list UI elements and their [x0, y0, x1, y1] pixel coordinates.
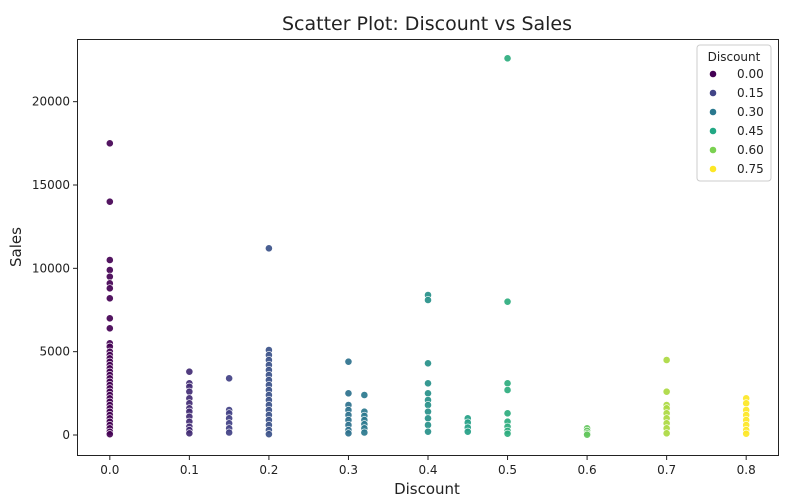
legend-marker — [709, 127, 717, 135]
chart-title: Scatter Plot: Discount vs Sales — [282, 13, 572, 35]
legend-label: 0.00 — [737, 67, 764, 81]
scatter-point — [424, 421, 432, 429]
x-axis: 0.0 0.1 0.2 0.3 0.4 0.5 0.6 0.7 0.8 — [100, 455, 756, 477]
scatter-point — [503, 409, 512, 418]
scatter-point — [105, 197, 114, 206]
scatter-point — [344, 389, 353, 398]
legend-label: 0.75 — [737, 162, 764, 176]
scatter-point — [503, 297, 512, 306]
scatter-point — [662, 429, 671, 438]
scatter-point — [344, 429, 353, 438]
scatter-point — [424, 379, 432, 388]
x-tick-label: 0.5 — [498, 463, 517, 477]
scatter-point — [105, 284, 114, 293]
legend-label: 0.30 — [737, 105, 764, 119]
x-tick-label: 0.4 — [418, 463, 437, 477]
x-tick-label: 0.0 — [100, 463, 119, 477]
scatter-point — [742, 399, 751, 408]
legend-marker — [709, 146, 717, 154]
scatter-point — [424, 389, 432, 398]
legend-entries: 0.00 0.15 0.30 0.45 0.60 0.75 — [709, 67, 764, 176]
legend-marker — [709, 108, 717, 116]
x-tick-label: 0.1 — [180, 463, 199, 477]
x-tick-label: 0.7 — [657, 463, 676, 477]
x-axis-label: Discount — [394, 480, 460, 498]
scatter-point — [424, 296, 432, 304]
scatter-point — [503, 429, 512, 438]
scatter-point — [105, 256, 114, 264]
x-tick-label: 0.6 — [578, 463, 597, 477]
scatter-point — [424, 401, 432, 409]
scatter-point — [105, 266, 114, 274]
scatter-point — [503, 379, 512, 388]
scatter-point — [662, 387, 671, 396]
y-tick-label: 0 — [62, 428, 70, 442]
scatter-point — [105, 294, 114, 303]
scatter-point — [265, 430, 273, 439]
y-axis-label: Sales — [7, 227, 25, 267]
scatter-point — [360, 428, 369, 437]
scatter-point — [105, 139, 114, 148]
scatter-point — [344, 357, 353, 366]
legend-marker — [709, 89, 717, 97]
legend-box — [696, 44, 772, 182]
y-tick-label: 10000 — [32, 261, 70, 275]
scatter-point — [360, 391, 369, 399]
y-axis: 0 5000 10000 15000 20000 — [32, 95, 78, 442]
scatter-point — [225, 374, 234, 383]
legend-label: 0.15 — [737, 86, 764, 100]
legend-marker — [709, 165, 717, 173]
data-points — [105, 54, 751, 439]
legend: Discount 0.00 0.15 0.30 0.45 0.60 0.75 — [696, 44, 772, 182]
scatter-point — [503, 54, 512, 63]
legend-title: Discount — [708, 50, 761, 64]
scatter-point — [424, 427, 432, 436]
scatter-point — [265, 244, 273, 253]
x-tick-label: 0.8 — [737, 463, 756, 477]
scatter-point — [424, 407, 432, 416]
legend-label: 0.45 — [737, 124, 764, 138]
scatter-point — [105, 272, 114, 281]
scatter-point — [424, 359, 432, 368]
scatter-point — [424, 414, 432, 423]
y-tick-label: 15000 — [32, 178, 70, 192]
x-tick-label: 0.3 — [339, 463, 358, 477]
scatter-point — [185, 387, 194, 396]
legend-label: 0.60 — [737, 143, 764, 157]
scatter-point — [503, 386, 512, 394]
scatter-point — [583, 430, 591, 439]
scatter-point — [185, 367, 194, 376]
scatter-point — [662, 356, 671, 364]
scatter-point — [185, 429, 194, 438]
x-tick-label: 0.2 — [259, 463, 278, 477]
y-tick-label: 20000 — [32, 95, 70, 109]
scatter-point — [225, 428, 234, 437]
scatter-point — [105, 324, 114, 333]
scatter-point — [105, 430, 114, 439]
y-tick-label: 5000 — [39, 345, 70, 359]
scatter-point — [105, 314, 114, 323]
scatter-point — [463, 427, 472, 436]
legend-marker — [709, 70, 717, 78]
scatter-point — [742, 429, 751, 438]
